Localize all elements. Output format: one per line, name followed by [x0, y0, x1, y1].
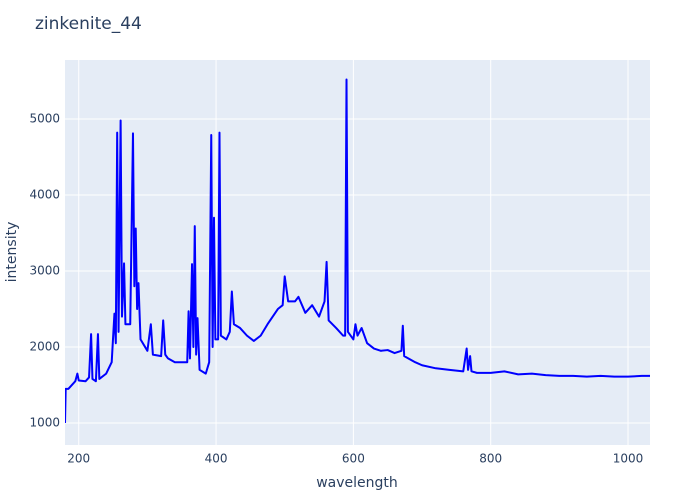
plot-area	[65, 60, 650, 445]
y-tick-label: 1000	[29, 416, 60, 430]
y-tick-label: 2000	[29, 340, 60, 354]
y-axis-title: intensity	[4, 222, 20, 283]
x-tick-label: 200	[67, 452, 90, 466]
y-tick-label: 4000	[29, 187, 60, 201]
x-tick-label: 800	[479, 452, 502, 466]
line-series	[65, 78, 650, 424]
x-tick-label: 600	[342, 452, 365, 466]
x-tick-label: 1000	[613, 452, 644, 466]
y-tick-label: 3000	[29, 264, 60, 278]
marks	[65, 78, 650, 424]
x-tick-label: 400	[205, 452, 228, 466]
y-tick-label: 5000	[29, 111, 60, 125]
chart-title: zinkenite_44	[35, 14, 142, 34]
x-axis-title: wavelength	[316, 475, 398, 491]
